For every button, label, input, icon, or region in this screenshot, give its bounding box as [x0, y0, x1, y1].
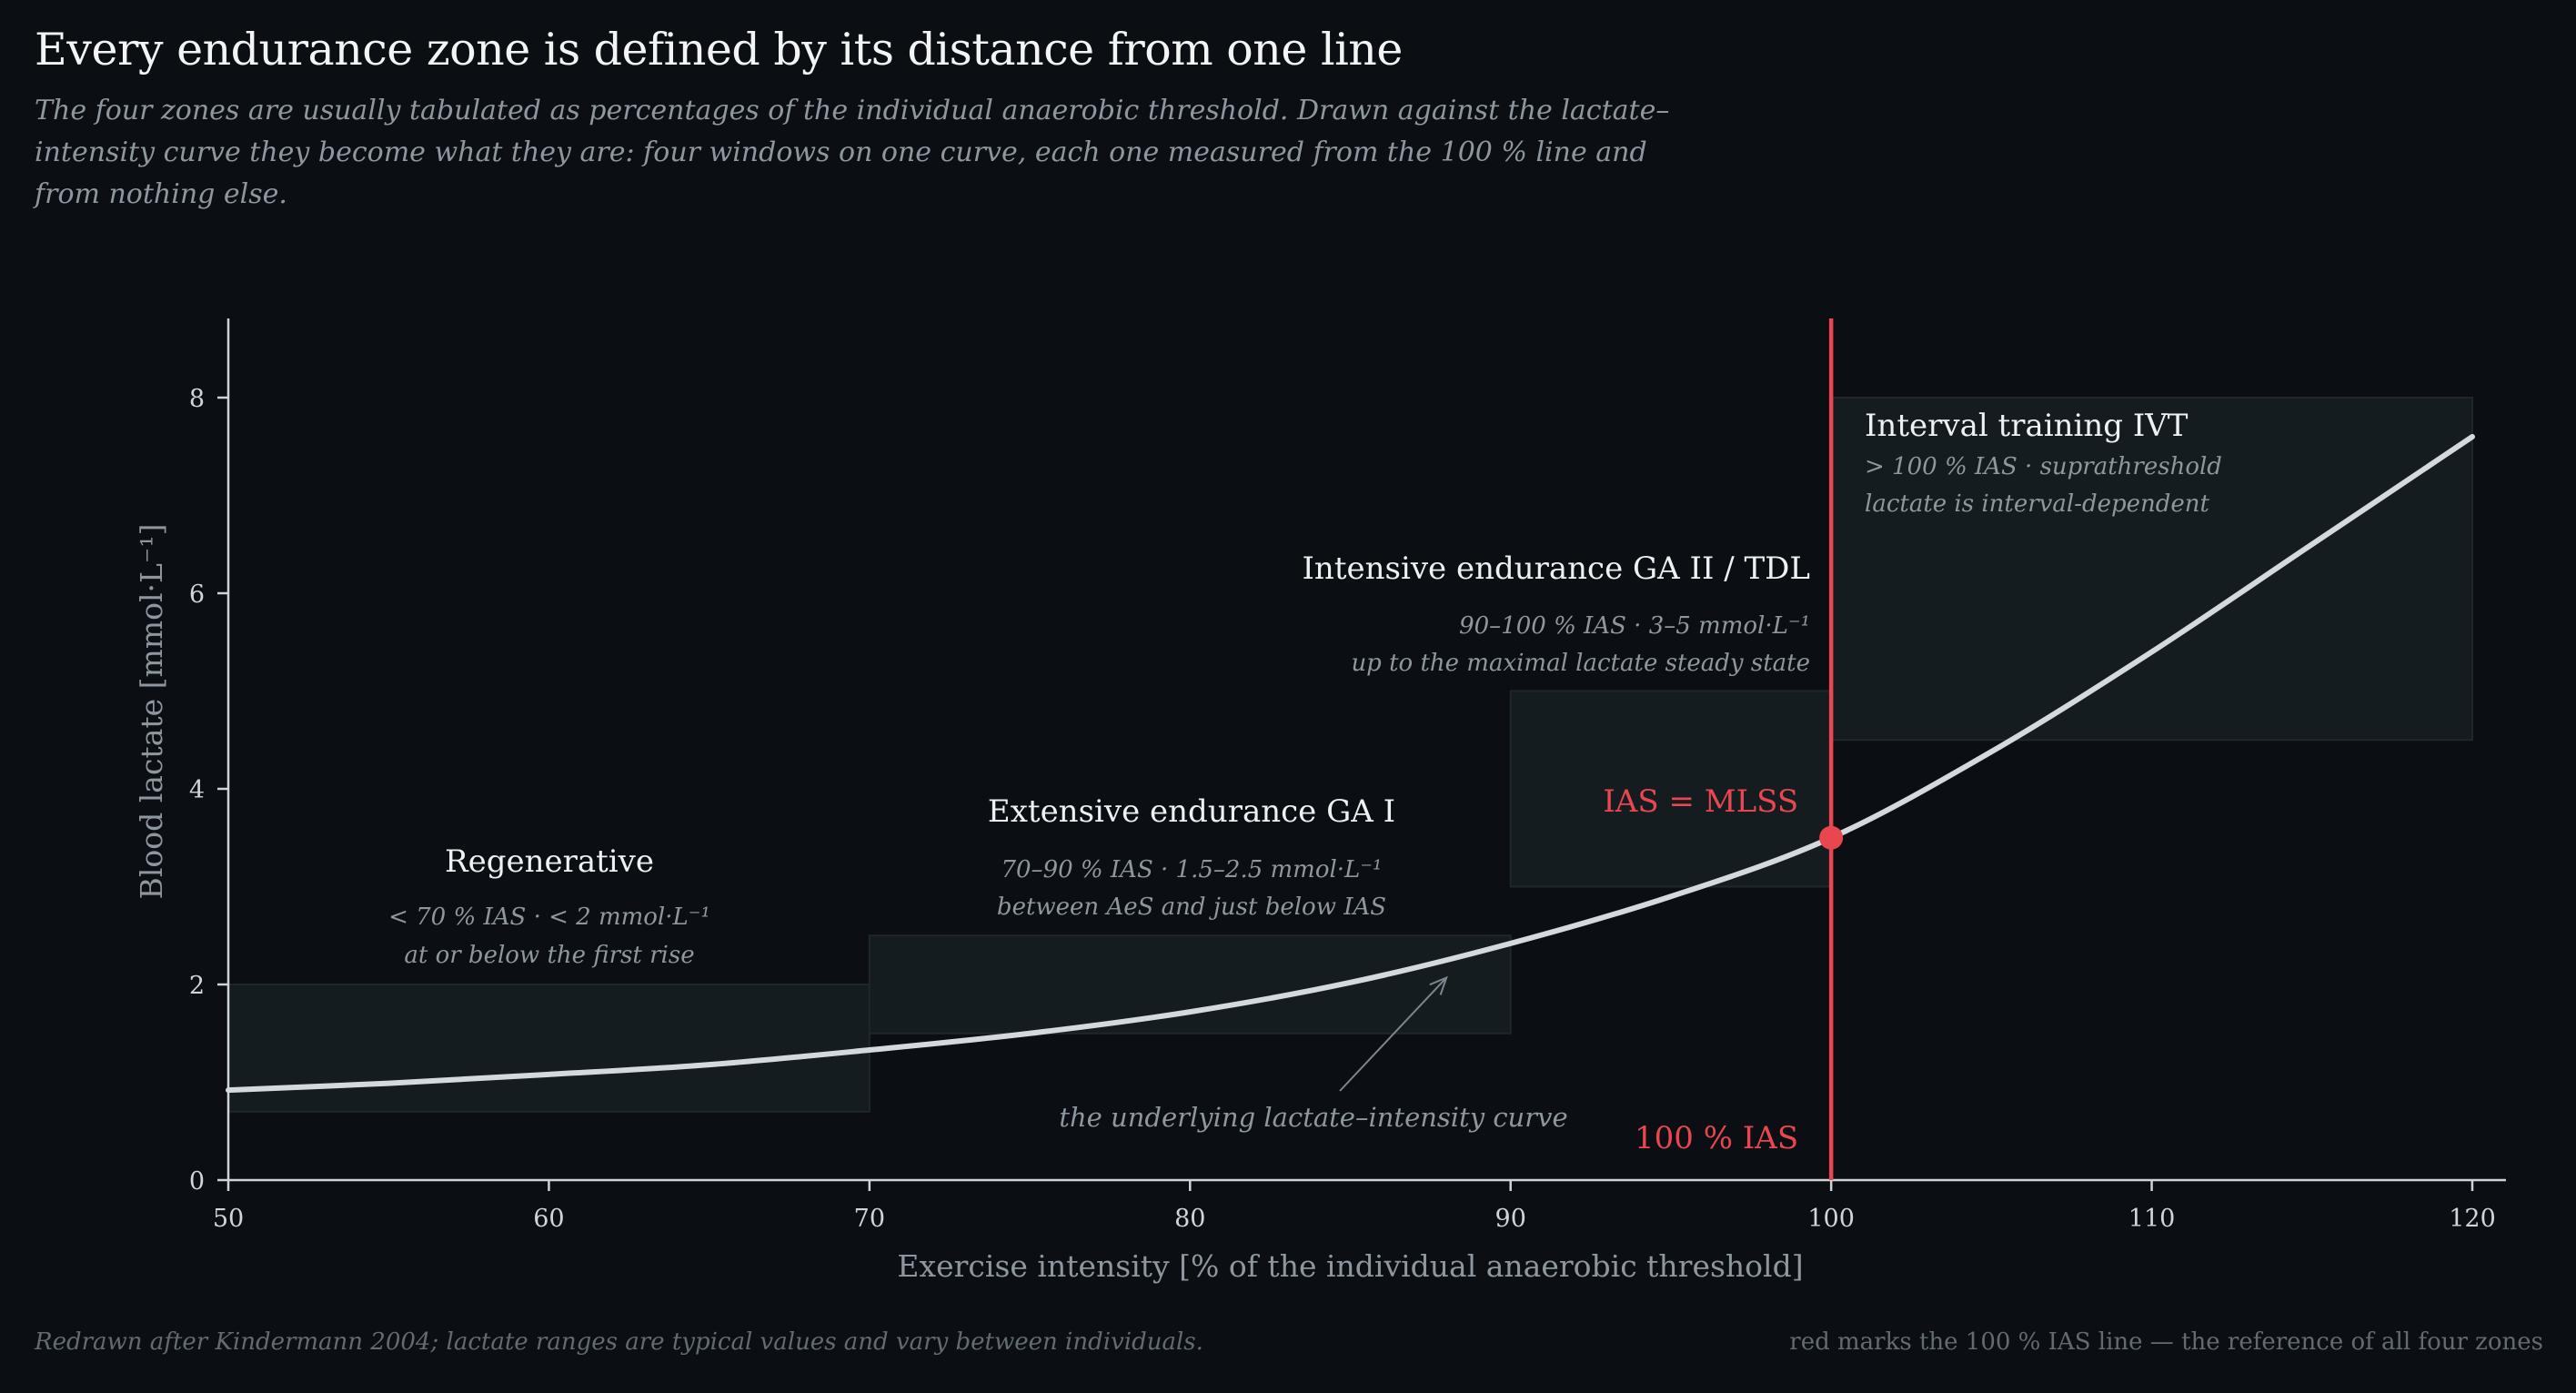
zone-window-4: [1830, 397, 2473, 742]
chart-title: Every endurance zone is defined by its d…: [35, 24, 1403, 76]
x-tick-label: 120: [2449, 1205, 2496, 1233]
zone-note-2: between AeS and just below IAS: [997, 893, 1386, 921]
footer-legend-note: red marks the 100 % IAS line — the refer…: [1789, 1328, 2543, 1356]
x-tick-label: 50: [213, 1205, 244, 1233]
chart-header: Every endurance zone is defined by its d…: [35, 24, 1763, 216]
zone-window-1: [227, 984, 870, 1113]
zone-windows: [227, 397, 2473, 1113]
chart-subtitle: The four zones are usually tabulated as …: [35, 95, 1670, 210]
y-tick-label: 2: [189, 972, 205, 1000]
x-tick-label: 110: [2128, 1205, 2176, 1233]
curve-annotation: the underlying lactate–intensity curve: [1059, 1102, 1567, 1133]
x-tick-label: 90: [1495, 1205, 1526, 1233]
zone-detail-2: 70–90 % IAS · 1.5–2.5 mmol·L⁻¹: [1001, 856, 1383, 883]
zone-note-3: up to the maximal lactate steady state: [1351, 650, 1810, 677]
zone-window-2: [868, 934, 1512, 1035]
annotation-arrow-line: [1339, 976, 1447, 1092]
zone-title-3: Intensive endurance GA II / TDL: [1302, 550, 1810, 587]
x-tick-label: 60: [533, 1205, 564, 1233]
zone-title-1: Regenerative: [445, 843, 654, 880]
zone-title-4: Interval training IVT: [1865, 408, 2189, 444]
zone-labels: Regenerative < 70 % IAS · < 2 mmol·L⁻¹ at …: [388, 408, 2222, 1133]
y-tick-label: 8: [189, 385, 205, 413]
lactate-curve: [226, 434, 2475, 1094]
annotation-arrow-head: [1429, 975, 1448, 995]
reference-line-group: 100 % IAS IAS = MLSS: [1603, 318, 1844, 1180]
zone-detail-3: 90–100 % IAS · 3–5 mmol·L⁻¹: [1459, 612, 1810, 640]
threshold-point: [1819, 825, 1844, 850]
zone-detail-4: > 100 % IAS · suprathreshold: [1865, 453, 2222, 480]
x-tick-label: 100: [1807, 1205, 1855, 1233]
x-axis-label: Exercise intensity [% of the individual …: [897, 1248, 1803, 1284]
x-tick-label: 70: [854, 1205, 885, 1233]
x-tick-label: 80: [1174, 1205, 1205, 1233]
zone-note-1: at or below the first rise: [404, 942, 694, 969]
threshold-point-label: IAS = MLSS: [1603, 783, 1798, 820]
y-tick-label: 6: [189, 580, 205, 609]
zone-title-2: Extensive endurance GA I: [988, 793, 1395, 830]
zone-window-3: [1509, 690, 1833, 888]
reference-line-label: 100 % IAS: [1635, 1120, 1798, 1156]
zone-detail-1: < 70 % IAS · < 2 mmol·L⁻¹: [388, 903, 710, 931]
footer-source-note: Redrawn after Kindermann 2004; lactate r…: [35, 1328, 1203, 1356]
lactate-curve-line: [226, 434, 2475, 1094]
y-tick-label: 4: [189, 776, 205, 804]
y-tick-label: 0: [189, 1167, 205, 1196]
axes: 50 60 70 80 90 100 110 120 0 2 4 6 8 Exercise intensi…: [134, 318, 2506, 1284]
zone-note-4: lactate is interval-dependent: [1865, 490, 2210, 518]
y-axis-label: Blood lactate [mmol·L⁻¹]: [134, 524, 169, 900]
